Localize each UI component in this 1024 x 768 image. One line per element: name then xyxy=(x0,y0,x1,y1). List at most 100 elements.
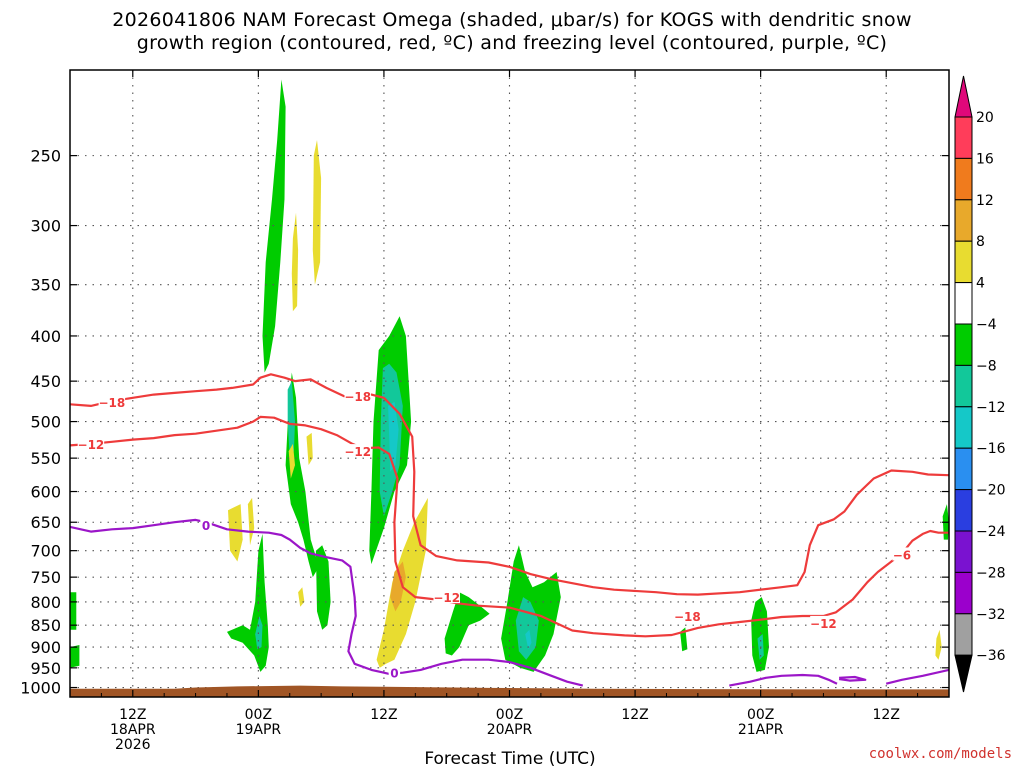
colorbar-swatch-12 xyxy=(954,613,973,656)
omega-area-0 xyxy=(262,79,286,373)
x-tick-label-42-1: 20APR xyxy=(487,722,533,738)
colorbar-top-arrow xyxy=(954,75,973,118)
x-axis-label: Forecast Time (UTC) xyxy=(424,749,595,768)
omega-area-14 xyxy=(247,497,255,546)
purple-contour-line-4 xyxy=(838,675,867,682)
chart-title-line-1: 2026041806 NAM Forecast Omega (shaded, μ… xyxy=(112,9,912,31)
y-tick-label-600: 600 xyxy=(30,483,61,502)
colorbar-swatch-9 xyxy=(954,489,973,532)
y-tick-label-700: 700 xyxy=(30,542,61,561)
colorbar-swatch-6 xyxy=(954,364,973,408)
red-contour-label-4: −12 xyxy=(810,617,837,631)
y-tick-label-450: 450 xyxy=(30,372,61,391)
omega-area-28 xyxy=(935,629,942,660)
omega-area-20 xyxy=(444,592,490,656)
red-contour-label-bg-5 xyxy=(344,389,372,403)
x-tick-label-42-0: 00Z xyxy=(496,707,523,723)
omega-area-25 xyxy=(751,597,769,672)
colorbar-swatch-5 xyxy=(954,323,973,366)
colorbar-bottom-arrow xyxy=(954,654,973,693)
omega-area-2 xyxy=(291,212,299,312)
red-contour-label-7: −6 xyxy=(893,548,911,562)
omega-area-5 xyxy=(388,401,399,472)
x-tick-label-66-1: 21APR xyxy=(738,722,784,738)
omega-area-16 xyxy=(70,592,77,630)
red-contour-label-bg-6 xyxy=(344,444,372,458)
red-contour-label-bg-7 xyxy=(892,547,912,561)
y-tick-label-900: 900 xyxy=(30,638,61,657)
omega-area-15 xyxy=(298,587,305,607)
red-contour-label-bg-2 xyxy=(433,590,460,604)
colorbar-swatch-7 xyxy=(954,406,973,449)
x-tick-label-18-0: 00Z xyxy=(245,707,272,723)
x-tick-label-30-0: 12Z xyxy=(370,707,397,723)
x-tick-label-18-1: 19APR xyxy=(236,722,282,738)
omega-area-19 xyxy=(390,561,406,612)
colorbar-label-5: −4 xyxy=(976,317,997,333)
colorbar-label-12: −32 xyxy=(976,607,1006,623)
purple-contour-line-2 xyxy=(729,673,838,687)
colorbar-label-1: 16 xyxy=(976,151,994,167)
red-contour-label-bg-4 xyxy=(810,615,837,629)
purple-contour-label-0: 0 xyxy=(202,519,210,533)
omega-area-7 xyxy=(287,381,295,459)
colorbar-swatch-10 xyxy=(954,530,973,573)
colorbar-swatch-8 xyxy=(954,447,973,491)
y-tick-label-950: 950 xyxy=(30,659,61,678)
red-contour-label-bg-3 xyxy=(674,609,701,623)
red-contour-label-1: −12 xyxy=(78,438,105,452)
y-tick-label-850: 850 xyxy=(30,616,61,635)
y-tick-label-550: 550 xyxy=(30,449,61,468)
colorbar-swatch-4 xyxy=(954,282,973,325)
red-contour-label-bg-0 xyxy=(98,394,126,408)
x-tick-label-6-1: 18APR xyxy=(110,722,156,738)
omega-area-9 xyxy=(306,432,313,466)
colorbar-label-0: 20 xyxy=(976,110,994,126)
omega-area-17 xyxy=(70,645,80,668)
colorbar-label-3: 8 xyxy=(976,234,985,250)
red-contour-label-5: −18 xyxy=(344,390,371,404)
purple-contour-label-bg-0 xyxy=(200,518,212,532)
x-tick-label-6-2: 2026 xyxy=(115,737,151,753)
colorbar-label-8: −16 xyxy=(976,441,1006,457)
y-tick-label-350: 350 xyxy=(30,276,61,295)
red-contour-line-1 xyxy=(70,415,949,638)
colorbar-swatch-11 xyxy=(954,571,973,615)
colorbar-label-4: 4 xyxy=(976,276,985,292)
colorbar-label-2: 12 xyxy=(976,193,994,209)
purple-contour-label-1: 0 xyxy=(390,667,398,681)
omega-area-23 xyxy=(525,629,532,650)
y-tick-label-250: 250 xyxy=(30,147,61,166)
colorbar-label-9: −20 xyxy=(976,483,1006,499)
red-contour-label-3: −18 xyxy=(674,610,701,624)
red-contour-line-0 xyxy=(70,373,949,596)
omega-area-22 xyxy=(515,597,539,660)
red-contour-label-bg-1 xyxy=(77,436,105,450)
colorbar-swatch-0 xyxy=(954,116,973,159)
colorbar-label-10: −24 xyxy=(976,524,1006,540)
red-contour-label-2: −12 xyxy=(433,591,460,605)
purple-contour-line-3 xyxy=(885,668,949,685)
y-tick-label-400: 400 xyxy=(30,327,61,346)
chart-title-line-2: growth region (contoured, red, ºC) and f… xyxy=(136,32,888,54)
credit-text: coolwx.com/models xyxy=(868,746,1012,762)
red-contour-label-0: −18 xyxy=(98,396,125,410)
colorbar-label-7: −12 xyxy=(976,400,1006,416)
purple-contour-line-0 xyxy=(70,518,584,687)
omega-area-8 xyxy=(315,545,331,630)
colorbar-label-6: −8 xyxy=(976,358,997,374)
x-tick-label-54-0: 12Z xyxy=(621,707,648,723)
colorbar-swatch-2 xyxy=(954,199,973,242)
x-tick-label-78-0: 12Z xyxy=(873,707,900,723)
plot-area: −18 −12 −12 −18 −12 −18 −12 −6 0 0 xyxy=(70,70,949,697)
omega-area-10 xyxy=(288,443,295,479)
omega-area-13 xyxy=(228,504,243,562)
x-tick-label-6-0: 12Z xyxy=(119,707,146,723)
purple-contour-label-bg-1 xyxy=(388,665,401,679)
y-tick-label-800: 800 xyxy=(30,593,61,612)
colorbar-label-13: −36 xyxy=(976,648,1006,664)
y-tick-label-650: 650 xyxy=(30,513,61,532)
omega-area-1 xyxy=(312,140,322,285)
y-tick-label-1000: 1000 xyxy=(20,679,61,698)
